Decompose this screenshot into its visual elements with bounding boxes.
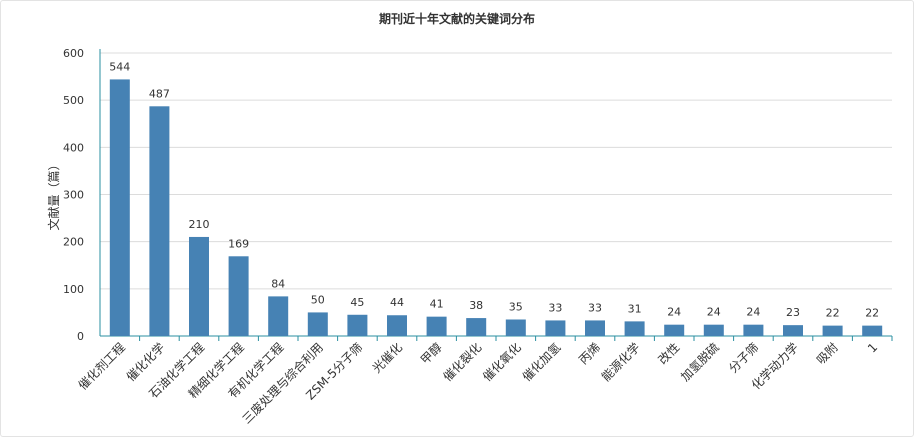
bar-value-label: 50 (311, 293, 325, 306)
bar-value-label: 41 (430, 298, 444, 311)
x-tick-label: 光催化 (370, 340, 405, 375)
x-tick-label: 催化氧化 (480, 340, 524, 384)
bar-value-label: 22 (826, 307, 840, 320)
bar-value-label: 33 (548, 301, 562, 314)
y-tick-label: 200 (63, 236, 84, 249)
bar-value-label: 38 (469, 299, 483, 312)
bar-value-label: 169 (228, 237, 249, 250)
bar (862, 325, 883, 336)
bar (307, 312, 328, 336)
x-tick-label: 催化剂工程 (75, 340, 128, 393)
x-tick-label: 1 (865, 340, 880, 355)
bar-value-label: 35 (509, 300, 523, 313)
bar (268, 296, 289, 336)
y-tick-label: 100 (63, 283, 84, 296)
bar-value-label: 84 (271, 277, 285, 290)
bar-value-label: 22 (865, 307, 879, 320)
bar (149, 106, 170, 336)
x-tick-label: 吸附 (814, 340, 841, 367)
bar (347, 314, 368, 336)
x-tick-label: 甲醇 (417, 340, 445, 368)
y-tick-label: 500 (63, 94, 84, 107)
x-tick-label: 改性 (655, 340, 682, 367)
bar (743, 324, 764, 336)
bar (426, 316, 447, 336)
bar-value-label: 23 (786, 306, 800, 319)
y-axis-label: 文献量（篇） (46, 158, 61, 230)
chart-title: 期刊近十年文献的关键词分布 (378, 12, 535, 26)
bar-value-label: 44 (390, 296, 404, 309)
bar-value-label: 24 (667, 306, 681, 319)
bar (189, 236, 209, 336)
bar (545, 320, 566, 336)
bar-value-label: 31 (628, 302, 642, 315)
bar (585, 320, 605, 336)
bar (624, 321, 645, 336)
bar-value-label: 33 (588, 301, 602, 314)
y-tick-label: 300 (63, 189, 84, 202)
bar (109, 79, 130, 336)
y-tick-label: 600 (63, 47, 84, 60)
bar (703, 324, 724, 336)
bar (505, 319, 526, 336)
x-tick-label: 加氢脱硫 (677, 340, 722, 385)
bar (664, 324, 685, 336)
bar-value-label: 24 (707, 306, 721, 319)
bar-value-label: 487 (149, 87, 170, 100)
x-tick-label: 丙烯 (576, 340, 603, 367)
x-tick-label: 分子筛 (725, 340, 761, 376)
bar (387, 315, 407, 336)
bar-value-label: 544 (109, 60, 130, 73)
x-tick-label: 能源化学 (598, 340, 643, 385)
bar (228, 256, 249, 336)
bar (783, 325, 803, 336)
y-tick-label: 400 (63, 141, 84, 154)
x-tick-label: 催化加氢 (519, 340, 564, 385)
bar-value-label: 24 (746, 306, 760, 319)
bar (466, 318, 487, 336)
bar-value-label: 45 (350, 296, 364, 309)
bar-value-label: 210 (189, 218, 210, 231)
bar (822, 325, 843, 336)
x-tick-label: 催化裂化 (440, 340, 484, 384)
y-tick-label: 0 (77, 330, 84, 343)
